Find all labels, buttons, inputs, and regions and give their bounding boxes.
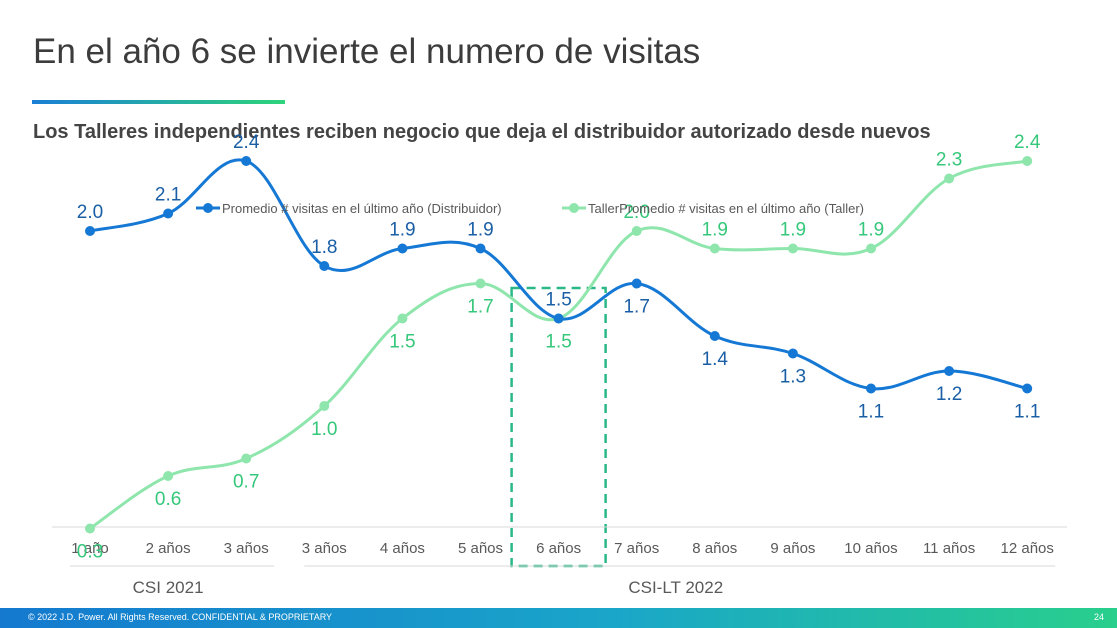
data-label: 1.9 xyxy=(389,220,415,241)
data-label: 1.8 xyxy=(311,237,337,258)
highlight-box xyxy=(510,286,607,568)
x-tick-label: 11 años xyxy=(923,540,975,557)
data-point xyxy=(1022,383,1033,394)
legend-label: TallerPromedio # visitas en el último añ… xyxy=(588,201,864,216)
data-point xyxy=(319,401,330,411)
x-tick-label: 1 año xyxy=(71,540,109,557)
x-tick-label: 2 años xyxy=(146,540,191,557)
data-label: 2.3 xyxy=(936,150,962,171)
data-label: 1.1 xyxy=(1014,402,1040,423)
copyright-text: © 2022 J.D. Power. All Rights Reserved. … xyxy=(28,612,333,622)
data-label: 1.5 xyxy=(389,332,415,353)
x-tick-label: 3 años xyxy=(224,540,269,557)
x-tick-label: 9 años xyxy=(770,540,815,557)
data-label: 1.4 xyxy=(702,349,729,370)
x-tick-label: 5 años xyxy=(458,540,503,557)
x-tick-label: 3 años xyxy=(302,540,347,557)
data-label: 0.3 xyxy=(77,542,103,563)
data-point xyxy=(85,523,95,534)
slide-subtitle: Los Talleres independientes reciben nego… xyxy=(33,121,931,143)
data-point xyxy=(241,453,252,464)
x-tick-label: 6 años xyxy=(536,540,581,557)
x-tick-label: 8 años xyxy=(692,540,737,557)
data-label: 1.2 xyxy=(936,384,962,405)
data-label: 2.0 xyxy=(77,202,103,223)
data-label: 2.4 xyxy=(233,132,260,153)
data-point xyxy=(631,278,642,289)
x-tick-label: 4 años xyxy=(380,540,425,557)
data-point xyxy=(475,278,486,289)
data-label: 1.5 xyxy=(545,290,571,311)
data-label: 1.9 xyxy=(467,220,493,241)
legend-swatch-marker xyxy=(203,203,213,213)
data-label: 2.1 xyxy=(155,185,181,206)
data-point xyxy=(553,313,564,324)
data-point xyxy=(1022,156,1033,166)
data-point xyxy=(241,156,252,166)
data-label: 1.7 xyxy=(623,297,649,318)
x-tick-label: 10 años xyxy=(844,540,897,557)
legend-swatch-marker xyxy=(569,203,579,213)
data-point xyxy=(944,173,955,184)
data-point xyxy=(709,331,720,341)
data-label: 1.3 xyxy=(780,367,806,388)
x-tick-label: 7 años xyxy=(614,540,659,557)
data-label: 1.9 xyxy=(780,220,806,241)
data-point xyxy=(944,366,955,376)
group-label: CSI-LT 2022 xyxy=(628,578,723,597)
footer-bar: © 2022 J.D. Power. All Rights Reserved. … xyxy=(0,608,1117,628)
data-point xyxy=(163,471,174,481)
data-label: 2.4 xyxy=(1014,132,1041,153)
data-label: 1.9 xyxy=(702,220,728,241)
data-point xyxy=(631,226,642,236)
data-point xyxy=(866,243,876,254)
data-point xyxy=(397,243,408,254)
data-label: 1.0 xyxy=(311,419,337,440)
data-label: 0.6 xyxy=(155,489,181,510)
series-line xyxy=(88,158,1029,391)
line-chart: 1 año 2 años 3 años 3 años 4 años 5 años 6 año… xyxy=(52,132,1067,597)
x-tick-label: 12 años xyxy=(1001,540,1054,557)
data-point xyxy=(163,208,174,219)
data-label: 2.0 xyxy=(623,202,649,223)
data-point xyxy=(319,261,330,271)
legend-label: Promedio # visitas en el último año (Dis… xyxy=(222,201,502,216)
page-number: 24 xyxy=(1093,612,1104,622)
data-label: 1.9 xyxy=(858,220,884,241)
data-label: 1.1 xyxy=(858,402,884,423)
data-point xyxy=(475,243,486,254)
data-label: 1.5 xyxy=(545,332,571,353)
title-underline xyxy=(32,100,285,104)
data-point xyxy=(787,243,798,254)
data-point xyxy=(787,348,798,359)
data-point xyxy=(85,226,95,236)
data-point xyxy=(709,243,720,254)
data-point xyxy=(397,313,408,324)
slide-title: En el año 6 se invierte el numero de vis… xyxy=(33,32,701,71)
data-point xyxy=(866,383,876,394)
group-label: CSI 2021 xyxy=(133,578,204,597)
data-label: 0.7 xyxy=(233,472,259,493)
data-label: 1.7 xyxy=(467,297,493,318)
